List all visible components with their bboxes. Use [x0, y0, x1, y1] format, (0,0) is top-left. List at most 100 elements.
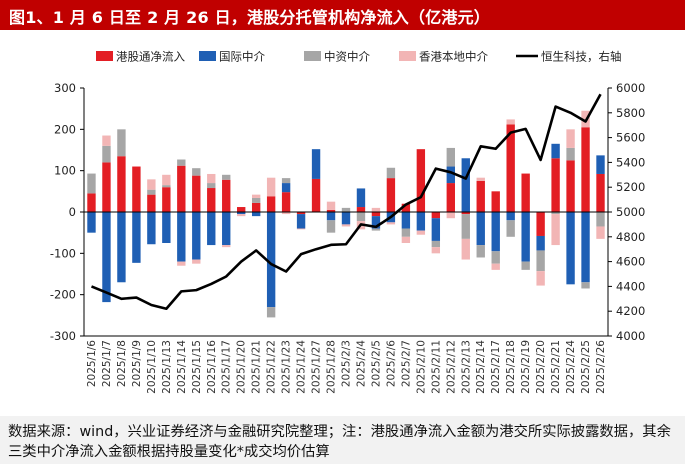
bar-chinese-broker — [251, 197, 261, 203]
footnote: 数据来源：wind，兴业证券经济与金融研究院整理；注：港股通净流入金额为港交所实… — [0, 416, 685, 464]
bar-local-broker — [551, 214, 560, 246]
bar-chinese-broker — [356, 212, 366, 222]
bar-local-broker — [371, 207, 381, 212]
legend: 港股通净流入 国际中介 中资中介 香港本地中介 恒生科技，右轴 — [96, 50, 622, 64]
bar-chinese-broker — [281, 178, 291, 184]
bar-local-broker — [296, 228, 306, 230]
legend-label-southbound: 港股通净流入 — [116, 50, 185, 64]
bar-southbound — [386, 178, 396, 212]
left-tick-label: 0 — [69, 205, 76, 219]
x-tick-label: 2025/2/18 — [505, 340, 517, 394]
bar-southbound — [251, 202, 261, 212]
x-tick-label: 2025/2/26 — [595, 340, 607, 394]
x-tick-label: 2025/1/17 — [221, 340, 233, 394]
bar-local-broker — [251, 194, 261, 198]
x-tick-label: 2025/2/19 — [520, 340, 532, 394]
hsi-line — [90, 93, 602, 311]
x-tick-label: 2025/2/13 — [460, 340, 472, 394]
right-tick-label: 4600 — [616, 255, 645, 269]
bar-southbound — [117, 156, 126, 212]
bar-chinese-broker — [566, 147, 575, 161]
bar-local-broker — [192, 259, 201, 264]
bar-local-broker — [237, 214, 246, 217]
bar-chinese-broker — [431, 240, 441, 248]
x-tick-label: 2025/1/28 — [326, 340, 338, 394]
bar-chinese-broker — [117, 129, 126, 157]
x-tick-label: 2025/1/14 — [176, 340, 188, 394]
legend-label-intl-broker: 国际中介 — [219, 50, 265, 64]
bar-southbound — [536, 212, 545, 236]
bar-intl-broker — [416, 212, 426, 231]
bar-intl-broker — [117, 212, 126, 283]
right-tick-label: 5800 — [616, 106, 645, 120]
left-tick-label: -100 — [50, 246, 76, 260]
right-tick-label: 5000 — [616, 205, 645, 219]
bar-local-broker — [461, 238, 470, 260]
legend-label-hsi: 恒生科技，右轴 — [541, 50, 622, 64]
left-tick-label: -300 — [50, 329, 76, 343]
right-tick-label: 5200 — [616, 180, 645, 194]
bar-chinese-broker — [222, 174, 231, 180]
bar-intl-broker — [461, 158, 470, 212]
bar-southbound — [237, 207, 246, 212]
footnote-text: 数据来源：wind，兴业证券经济与金融研究院整理；注：港股通净流入金额为港交所实… — [8, 424, 671, 460]
bar-local-broker — [222, 245, 231, 248]
x-tick-label: 2025/2/6 — [385, 340, 397, 387]
bar-southbound — [266, 196, 276, 212]
bar-chinese-broker — [326, 220, 336, 233]
bar-chinese-broker — [581, 282, 590, 289]
bar-southbound — [596, 173, 605, 212]
bar-southbound — [581, 127, 590, 212]
bar-southbound — [401, 203, 411, 212]
x-tick-label: 2025/2/25 — [580, 340, 592, 394]
left-tick-label: -200 — [50, 288, 76, 302]
title-bar: 图1、1 月 6 日至 2 月 26 日，港股分托管机构净流入（亿港元） — [0, 0, 685, 30]
bar-local-broker — [446, 212, 455, 219]
bar-intl-broker — [341, 212, 351, 225]
bar-local-broker — [281, 212, 291, 215]
bar-chinese-broker — [266, 307, 276, 318]
bar-intl-broker — [326, 212, 336, 221]
bar-chinese-broker — [192, 168, 201, 176]
x-tick-label: 2025/1/15 — [191, 340, 203, 394]
line-layer — [90, 93, 602, 311]
bar-intl-broker — [132, 212, 141, 263]
legend-swatch-chinese-broker — [304, 51, 321, 61]
bar-intl-broker — [87, 212, 96, 233]
legend-swatch-local-broker — [399, 51, 416, 61]
bar-chinese-broker — [551, 212, 560, 215]
x-tick-label: 2025/2/24 — [565, 340, 577, 394]
bar-intl-broker — [536, 235, 545, 251]
chart-title: 图1、1 月 6 日至 2 月 26 日，港股分托管机构净流入（亿港元） — [9, 8, 490, 27]
x-tick-label: 2025/2/21 — [550, 340, 562, 394]
left-tick-label: 200 — [54, 122, 76, 136]
x-tick-label: 2025/2/17 — [490, 340, 502, 394]
bar-chinese-broker — [461, 214, 470, 239]
bar-intl-broker — [566, 212, 575, 285]
bar-intl-broker — [266, 212, 276, 308]
bar-southbound — [87, 193, 96, 212]
bar-chinese-broker — [341, 207, 351, 212]
x-tick-label: 2025/2/3 — [341, 340, 353, 387]
right-tick-label: 4400 — [616, 279, 645, 293]
bar-local-broker — [207, 173, 216, 184]
bar-chinese-broker — [371, 228, 381, 231]
bar-southbound — [356, 207, 366, 212]
bar-southbound — [416, 149, 426, 212]
bar-local-broker — [491, 263, 500, 270]
bar-local-broker — [162, 174, 171, 186]
bar-southbound — [162, 187, 171, 212]
x-tick-label: 2025/1/9 — [131, 340, 143, 387]
bar-southbound — [476, 181, 485, 212]
bar-local-broker — [266, 177, 276, 197]
bar-chinese-broker — [401, 228, 411, 237]
x-tick-label: 2025/1/20 — [236, 340, 248, 394]
bar-intl-broker — [222, 212, 231, 246]
axes-layer: -300 -200 -100 0 100 200 300 4000 4200 4400 4600 48… — [50, 81, 645, 394]
legend-label-chinese-broker: 中资中介 — [324, 50, 370, 64]
bar-southbound — [147, 194, 156, 212]
bar-intl-broker — [476, 212, 485, 246]
bar-chinese-broker — [446, 147, 455, 167]
bar-intl-broker — [192, 212, 201, 260]
bar-southbound — [281, 192, 291, 212]
